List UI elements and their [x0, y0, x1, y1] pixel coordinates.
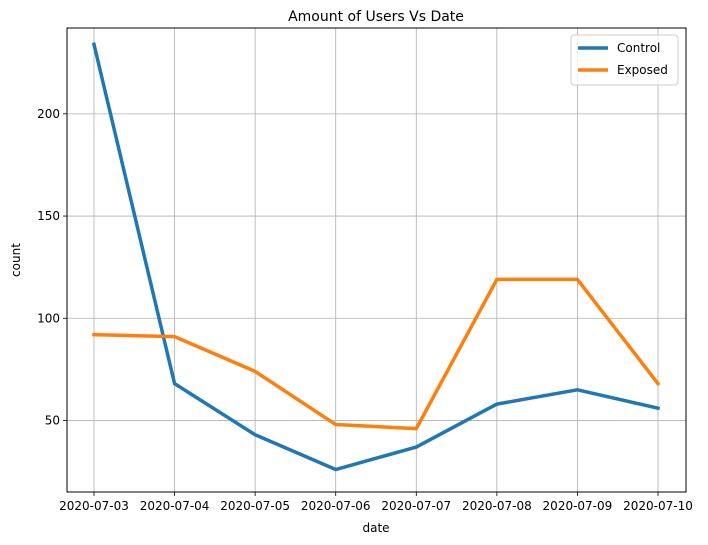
y-tick-label: 50 [45, 413, 60, 427]
series-line-exposed [92, 277, 661, 431]
x-tick-label: 2020-07-07 [381, 499, 451, 513]
legend-label-control: Control [617, 41, 660, 55]
legend: Control Exposed [570, 34, 679, 86]
x-tick-label: 2020-07-03 [59, 499, 129, 513]
plot-frame [66, 27, 687, 493]
legend-label-exposed: Exposed [617, 63, 668, 77]
y-axis-label: count [9, 243, 23, 277]
y-tick-label: 150 [37, 209, 60, 223]
y-tick-label: 100 [37, 311, 60, 325]
ticks: 2020-07-03 2020-07-04 2020-07-05 2020-07-06… [37, 107, 693, 513]
x-tick-label: 2020-07-09 [543, 499, 613, 513]
series-lines [91, 42, 661, 472]
x-tick-label: 2020-07-10 [623, 499, 693, 513]
y-tick-label: 200 [37, 107, 60, 121]
chart-title: Amount of Users Vs Date [288, 9, 464, 25]
x-tick-label: 2020-07-06 [301, 499, 371, 513]
series-line-control [91, 42, 661, 472]
x-tick-label: 2020-07-04 [140, 499, 210, 513]
x-tick-label: 2020-07-08 [462, 499, 532, 513]
x-axis-label: date [362, 521, 389, 535]
x-tick-label: 2020-07-05 [220, 499, 290, 513]
grid [67, 28, 686, 492]
